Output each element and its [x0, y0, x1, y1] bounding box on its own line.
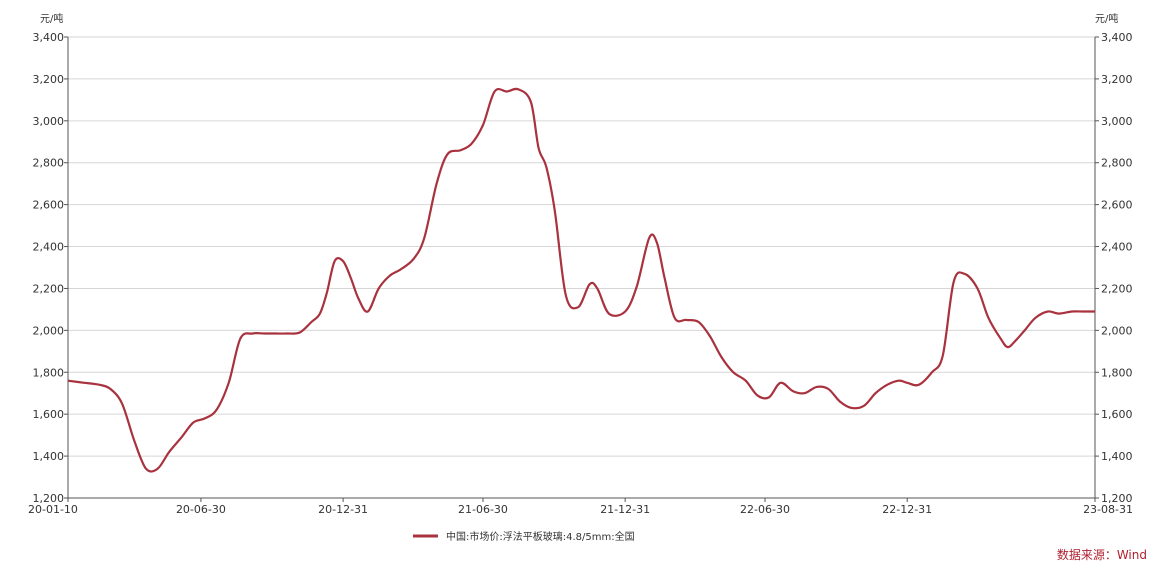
x-tick-label: 21-12-31: [600, 503, 650, 516]
y-tick-label-right: 1,600: [1101, 408, 1133, 421]
y-tick-label-left: 3,400: [33, 31, 65, 44]
y-tick-label-right: 2,400: [1101, 241, 1133, 254]
x-tick-label: 20-06-30: [176, 503, 226, 516]
y-tick-label-left: 2,200: [33, 282, 65, 295]
y-tick-label-right: 1,200: [1101, 492, 1133, 505]
series-layer: [67, 87, 1095, 473]
x-tick-label: 23-08-31: [1083, 503, 1133, 516]
grid-lines: [68, 36, 1095, 499]
y-tick-label-left: 2,800: [33, 157, 65, 170]
y-tick-label-left: 3,200: [33, 73, 65, 86]
y-tick-label-right: 1,400: [1101, 450, 1133, 463]
x-tick-label: 21-06-30: [458, 503, 508, 516]
y-tick-label-left: 2,600: [33, 199, 65, 212]
y-tick-label-right: 3,200: [1101, 73, 1133, 86]
y-tick-label-left: 1,800: [33, 366, 65, 379]
y-axis-unit-left: 元/吨: [40, 12, 63, 25]
chart-legend: 中国:市场价:浮法平板玻璃:4.8/5mm:全国: [413, 530, 635, 543]
x-tick-label: 22-12-31: [882, 503, 932, 516]
y-tick-label-right: 2,000: [1101, 324, 1133, 337]
y-tick-label-left: 3,000: [33, 115, 65, 128]
legend-label: 中国:市场价:浮法平板玻璃:4.8/5mm:全国: [446, 530, 635, 543]
y-tick-label-left: 2,000: [33, 324, 65, 337]
y-tick-label-left: 1,200: [33, 492, 65, 505]
y-tick-label-left: 1,400: [33, 450, 65, 463]
x-tick-label: 22-06-30: [740, 503, 790, 516]
y-tick-label-left: 2,400: [33, 241, 65, 254]
x-tick-label: 20-01-10: [28, 503, 78, 516]
y-tick-label-right: 3,000: [1101, 115, 1133, 128]
series-line: [67, 87, 1095, 473]
y-tick-label-right: 2,200: [1101, 282, 1133, 295]
y-tick-label-right: 3,400: [1101, 31, 1133, 44]
y-tick-label-left: 1,600: [33, 408, 65, 421]
axes: 1,200 1,200 1,400 1,400 1,600 1,600 1,800 1,800…: [28, 31, 1133, 516]
y-tick-label-right: 2,600: [1101, 199, 1133, 212]
y-tick-label-right: 2,800: [1101, 157, 1133, 170]
y-tick-label-right: 1,800: [1101, 366, 1133, 379]
y-axis-unit-right: 元/吨: [1095, 12, 1118, 25]
data-source-label: 数据来源：Wind: [1057, 547, 1147, 562]
x-tick-label: 20-12-31: [318, 503, 368, 516]
